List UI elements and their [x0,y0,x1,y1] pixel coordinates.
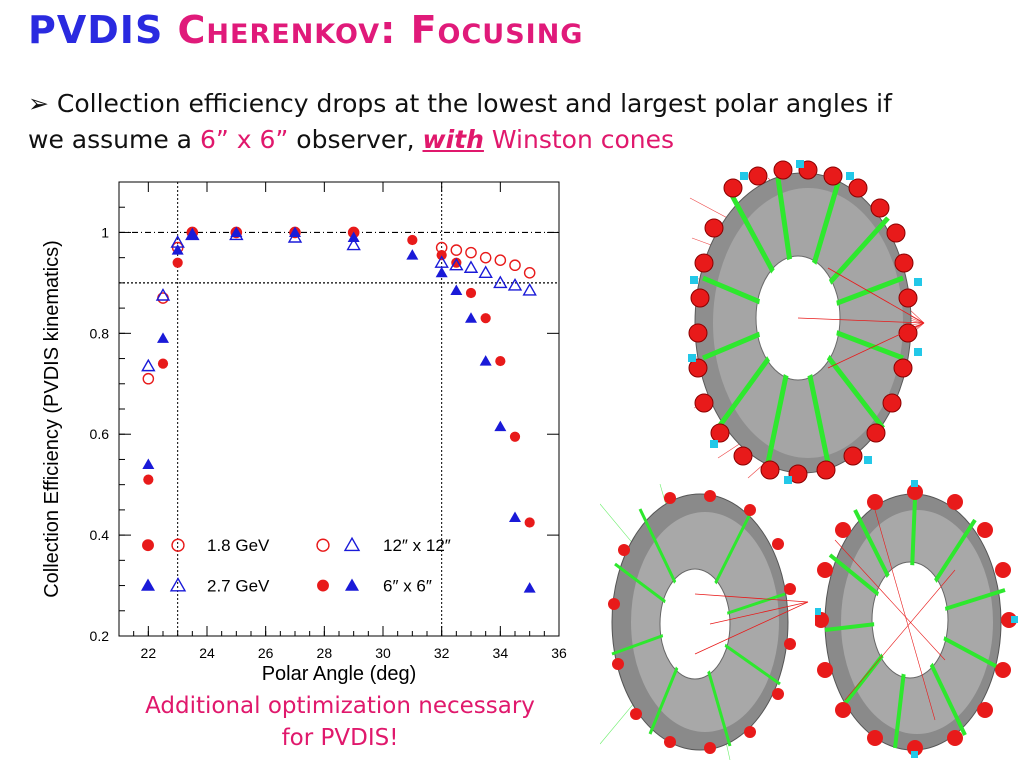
data-point-series-3 [507,278,523,291]
y-tick-label: 0.6 [90,426,110,442]
legend-label: 6″ x 6″ [383,577,432,596]
data-point-series-1 [450,244,463,256]
x-axis-label: Polar Angle (deg) [262,663,417,685]
detector-ring-image-bottom-left [600,484,815,760]
data-point-series-4 [347,231,360,242]
data-point-series-2 [157,358,169,369]
data-point-series-1 [479,251,492,264]
y-tick-label: 1 [101,224,109,240]
legend-marker [169,577,187,592]
data-point-series-3 [493,275,508,289]
x-tick-label: 32 [434,645,450,661]
data-point-series-4 [230,226,243,237]
data-point-series-2 [495,355,506,367]
legend-marker [171,538,185,552]
data-point-series-2 [465,287,477,299]
x-tick-label: 30 [375,645,391,661]
data-point-series-4 [289,226,301,237]
data-point-series-2 [451,257,462,268]
slide-title: PVDIS Cherenkov: Focusing [28,8,583,52]
efficiency-chart: 22 24 26 28 30 32 34 36 0.2 0.4 0.6 0.8 1 Polar Angle… [41,181,567,685]
data-point-series-2 [524,517,535,528]
y-tick-label: 0.2 [90,628,110,644]
data-point-series-4 [406,249,419,260]
data-point-series-2 [509,431,521,442]
x-tick-label: 26 [258,645,274,661]
data-point-series-3 [141,358,156,372]
data-point-series-3 [478,265,493,279]
bullet-text-2: observer, [288,125,423,154]
caption-line-1: Additional optimization necessary [145,693,535,719]
bullet-text-1: Collection efficiency drops at the lowes… [28,89,892,154]
data-point-series-2 [172,257,183,268]
data-point-series-4 [171,244,184,255]
data-point-series-3 [449,257,464,271]
data-point-series-4 [142,458,155,469]
y-axis-label: Collection Efficiency (PVDIS kinematics) [41,240,63,598]
legend-marker [141,578,155,591]
caption-line-2: for PVDIS! [281,725,399,751]
bullet-point: ➢ Collection efficiency drops at the low… [28,86,928,158]
legend-marker [345,578,359,591]
data-point-series-1 [465,246,477,259]
data-point-series-3 [522,283,537,296]
data-point-series-2 [407,234,418,246]
legend-label: 2.7 GeV [207,577,270,596]
bullet-arrow-icon: ➢ [28,89,49,118]
bullet-text-3: Winston cones [483,125,675,154]
caption: Additional optimization necessary for PV… [105,690,575,754]
y-tick-label: 0.8 [90,325,110,341]
detector-ring-image-top [688,160,925,484]
data-point-series-4 [494,420,507,432]
data-point-series-4 [435,266,448,278]
legend-marker [142,539,154,552]
data-point-series-1 [509,259,521,272]
data-point-series-3 [346,237,361,251]
legend-marker [343,536,361,552]
data-point-series-2 [436,250,447,261]
data-point-series-4 [479,355,492,366]
data-point-series-4 [450,284,463,295]
data-point-series-4 [157,332,169,343]
data-point-series-1 [494,254,507,266]
bullet-observer-size: 6” x 6” [199,125,289,154]
data-point-series-4 [523,582,536,593]
bullet-with: with [422,125,484,154]
x-tick-label: 24 [199,645,215,661]
x-tick-label: 34 [493,645,509,661]
x-tick-label: 36 [551,645,567,661]
data-point-series-4 [465,312,477,323]
legend-label: 12″ x 12″ [383,536,451,555]
y-tick-label: 0.4 [90,527,110,543]
title-pvdis: PVDIS [28,8,164,52]
legend-marker [317,579,329,592]
data-point-series-4 [509,511,521,522]
plot-frame [118,181,560,637]
data-point-series-4 [186,228,199,240]
data-point-series-3 [155,288,171,301]
x-tick-label: 22 [141,645,157,661]
title-cherenkov-focusing: Cherenkov: Focusing [177,8,584,52]
data-point-series-3 [463,260,479,273]
detector-ring-image-bottom-right [815,480,1018,758]
data-point-series-2 [143,474,154,485]
legend-marker [316,538,330,552]
data-point-series-2 [480,313,491,324]
legend-label: 1.8 GeV [207,536,270,555]
data-point-series-1 [523,267,536,279]
x-tick-label: 28 [317,645,333,661]
data-point-series-1 [142,372,155,385]
